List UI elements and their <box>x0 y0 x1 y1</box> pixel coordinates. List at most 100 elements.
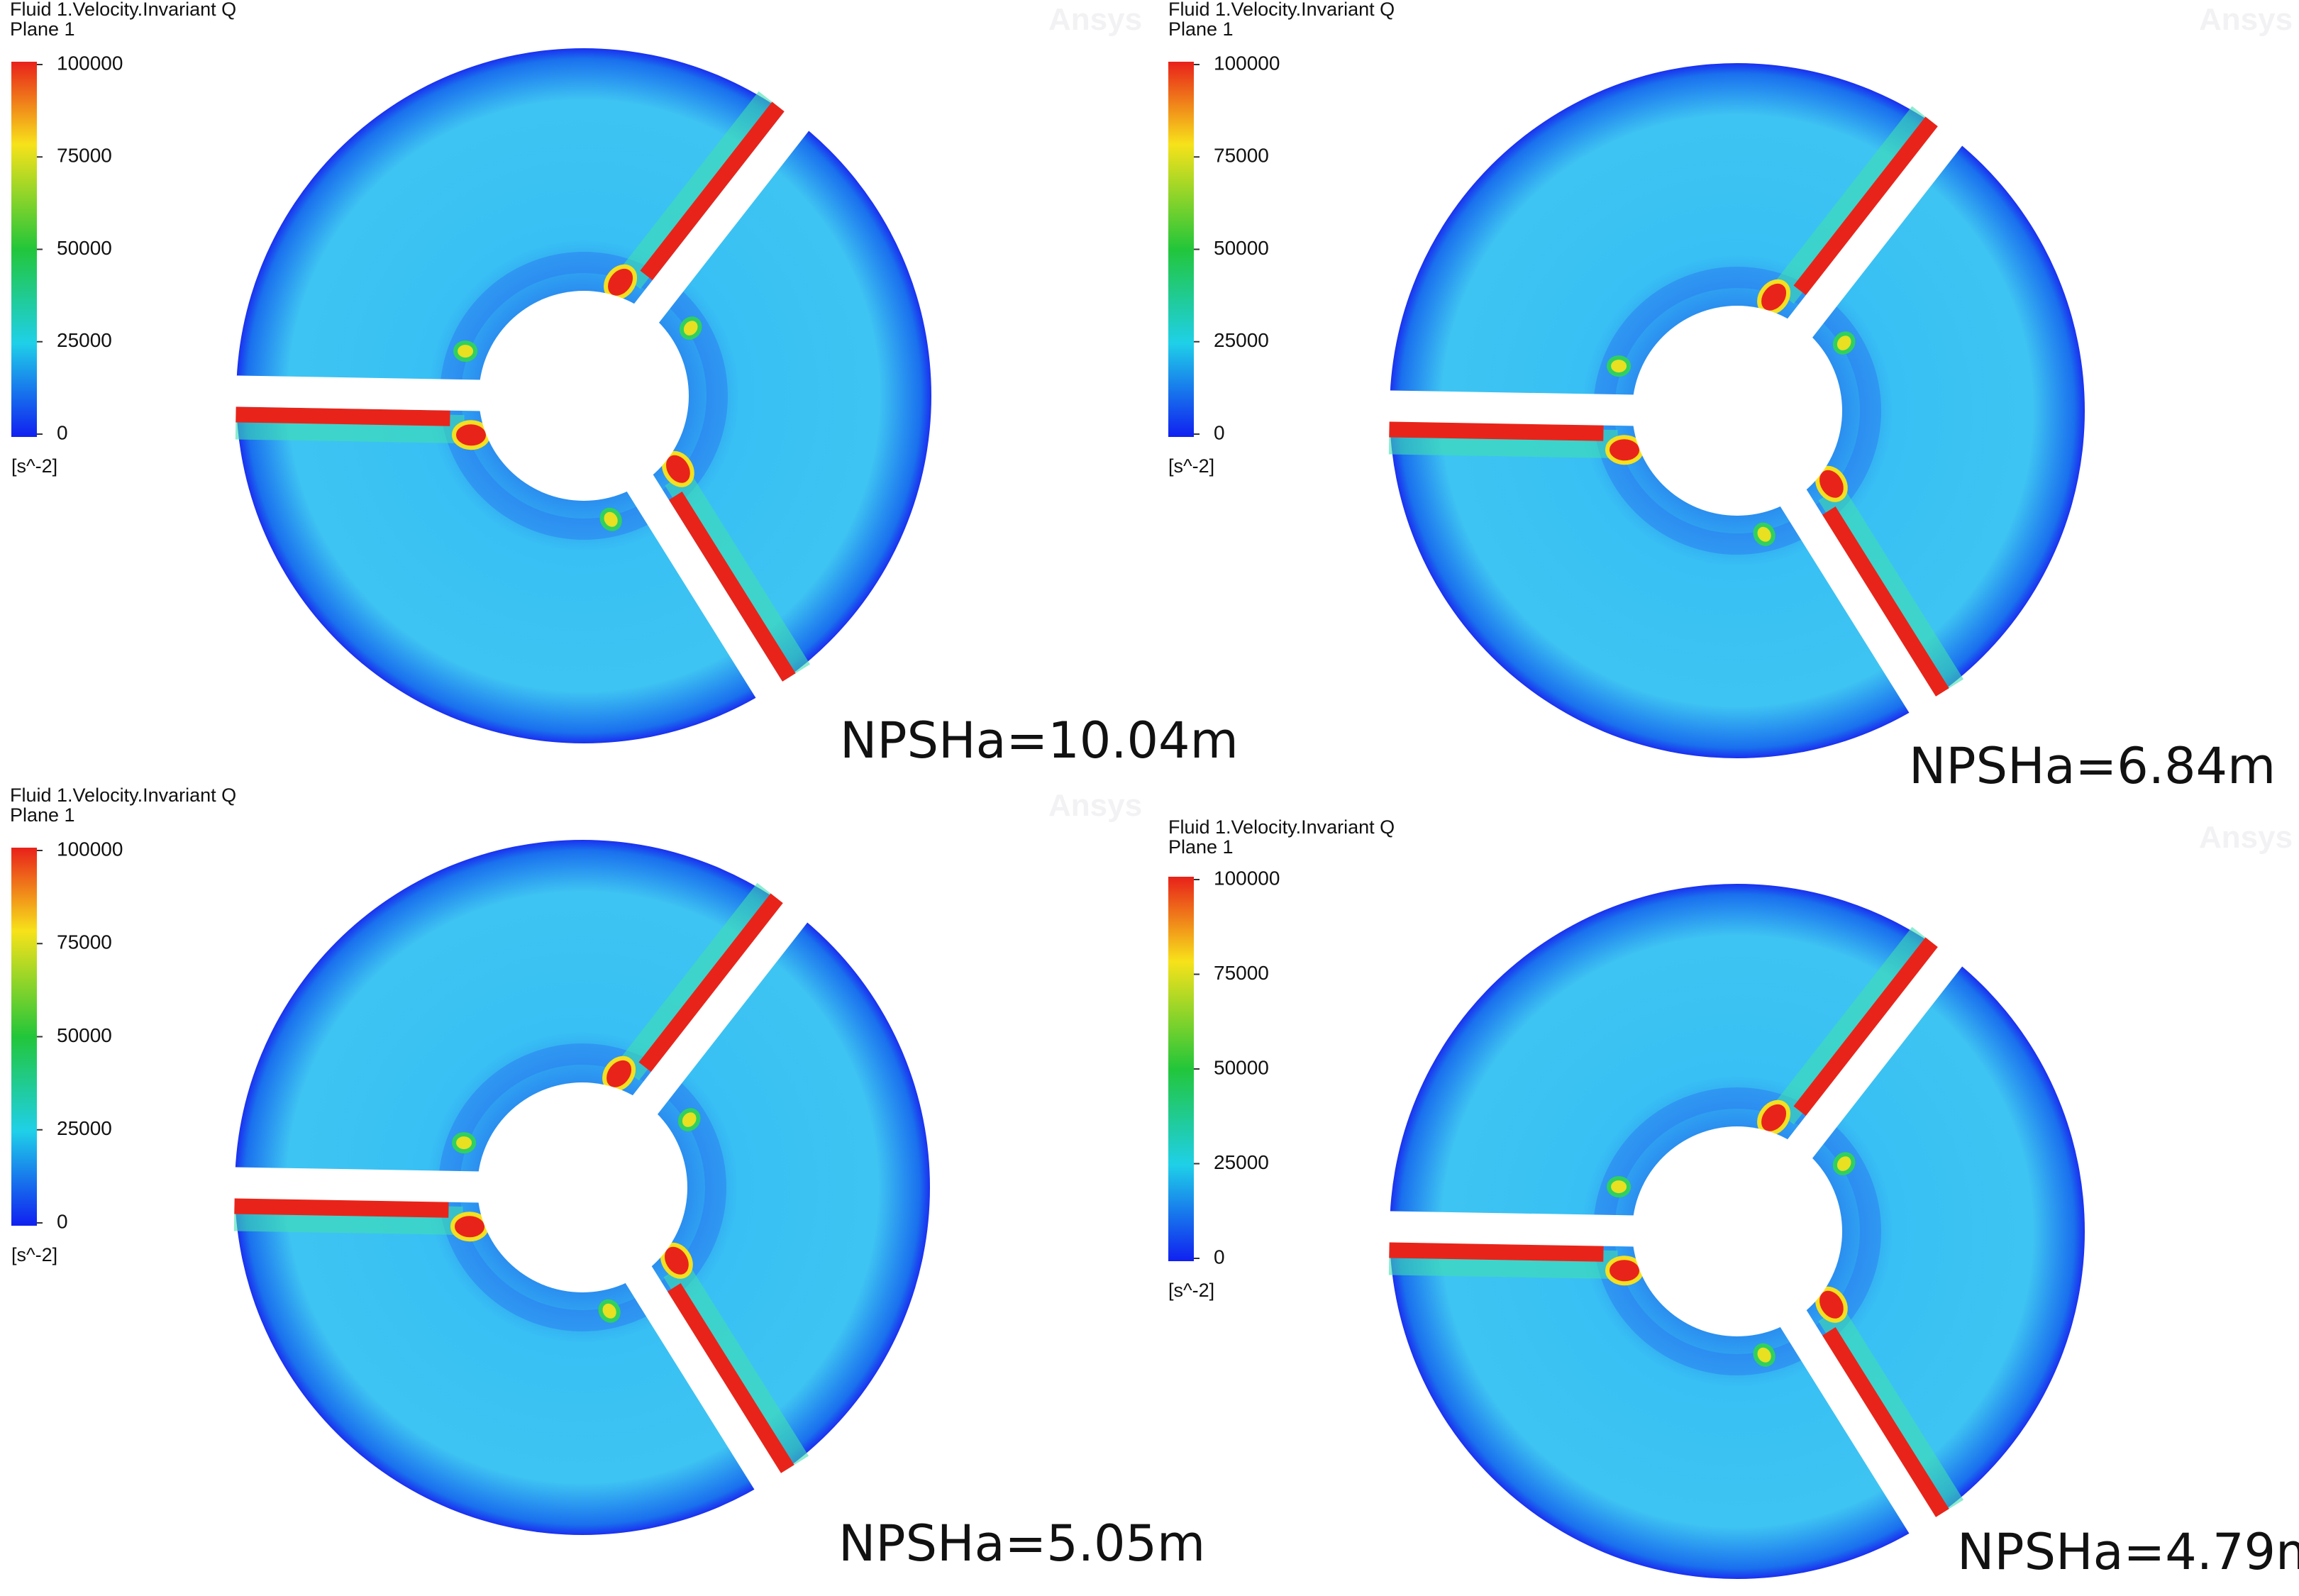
colorbar-unit: [s^-2] <box>1168 455 1214 477</box>
blade-red-streak <box>1793 116 1941 298</box>
watermark: Ansys <box>1048 788 1142 823</box>
panel-title: Fluid 1.Velocity.Invariant Q <box>10 785 236 806</box>
blade-red-streak <box>660 1283 794 1478</box>
colorbar-tick-label: 0 <box>1214 421 1225 443</box>
colorbar-tick-label: 50000 <box>1214 1056 1269 1078</box>
blade-gap <box>626 89 827 333</box>
vortex-spot <box>1753 1343 1776 1367</box>
blade-gap <box>1779 104 1981 348</box>
blade-green-zone <box>616 882 780 1081</box>
colorbar-tick-label: 50000 <box>1214 237 1269 259</box>
colorbar-tick-label: 100000 <box>57 52 123 74</box>
colorbar-tick-label: 0 <box>1214 1246 1225 1268</box>
vortex-spot <box>453 340 478 362</box>
blade-gap <box>1361 1210 1647 1247</box>
blade <box>1753 465 1964 738</box>
blade-gap <box>1779 924 1981 1169</box>
blade <box>1757 924 1981 1175</box>
blade-gap <box>624 880 826 1125</box>
vortex-spot <box>1607 355 1632 377</box>
vortex-spot <box>1605 435 1644 465</box>
panel-subtitle: Plane 1 <box>1168 836 1234 858</box>
panel-title: Fluid 1.Velocity.Invariant Q <box>1168 816 1395 838</box>
blade-gap <box>1773 1299 1951 1558</box>
colorbar-tick-label: 75000 <box>1214 145 1269 167</box>
vortex-spot <box>677 1108 701 1131</box>
hub <box>1632 306 1842 516</box>
colorbar-unit: [s^-2] <box>11 1244 57 1265</box>
panel-subtitle: Plane 1 <box>1168 18 1234 40</box>
npsha-label: NPSHa=6.84m <box>1909 737 2276 795</box>
colorbar-tick-label: 75000 <box>1214 962 1269 984</box>
npsha-label: NPSHa=10.04m <box>840 711 1239 770</box>
blade-red-streak <box>236 406 450 426</box>
blade-green-zone <box>618 91 782 289</box>
blade-gap <box>618 1255 797 1514</box>
colorbar-tick-label: 75000 <box>57 931 112 953</box>
blade-gap <box>206 1166 492 1203</box>
panel-subtitle: Plane 1 <box>10 18 75 40</box>
blade-red-streak <box>640 101 785 281</box>
colorbar-tick-label: 25000 <box>1214 1151 1269 1173</box>
watermark: Ansys <box>2199 2 2293 37</box>
colorbar-tick-label: 100000 <box>1214 867 1280 889</box>
colorbar <box>11 62 37 437</box>
blade <box>1361 1176 1647 1286</box>
colorbar <box>1168 877 1194 1261</box>
colorbar-tick-label: 100000 <box>57 838 123 860</box>
vortex-spot <box>1607 1176 1632 1198</box>
vortex-spot <box>599 507 622 531</box>
colorbar-unit: [s^-2] <box>11 455 57 477</box>
colorbar-unit: [s^-2] <box>1168 1280 1214 1301</box>
colorbar-tick-label: 75000 <box>57 145 112 167</box>
vortex-spot <box>1832 1152 1856 1175</box>
colorbar-tick-label: 100000 <box>1214 52 1280 74</box>
vortex-spot <box>1753 522 1776 546</box>
panel-subtitle: Plane 1 <box>10 804 75 826</box>
colorbar <box>1168 62 1194 437</box>
blade-gap <box>619 463 798 723</box>
blade <box>599 450 811 723</box>
vortex-spot <box>598 1299 621 1323</box>
vortex-spot <box>1832 331 1856 355</box>
panel-title: Fluid 1.Velocity.Invariant Q <box>1168 0 1395 20</box>
colorbar-tick-label: 25000 <box>1214 329 1269 351</box>
blade <box>207 340 494 450</box>
blade <box>602 880 826 1131</box>
blade <box>604 89 827 340</box>
vortex-spot <box>450 1212 489 1242</box>
blade-green-zone <box>1771 926 1935 1125</box>
colorbar-tick-label: 0 <box>57 1210 68 1232</box>
blade-green-zone <box>1771 106 1935 304</box>
colorbar-tick-label: 25000 <box>57 1117 112 1139</box>
colorbar-tick-label: 25000 <box>57 329 112 351</box>
vortex-spot <box>1605 1256 1644 1286</box>
blade <box>206 1132 492 1242</box>
colorbar-tick-label: 0 <box>57 421 68 443</box>
vortex-spot <box>452 1132 477 1154</box>
blade <box>1361 355 1647 465</box>
colorbar <box>11 848 37 1226</box>
vortex-spot <box>679 316 702 340</box>
watermark: Ansys <box>1048 2 1142 37</box>
npsha-label: NPSHa=5.05m <box>838 1514 1205 1573</box>
vortex-spot <box>452 420 491 450</box>
blade-gap <box>1361 389 1647 426</box>
blade-red-streak <box>638 893 790 1077</box>
npsha-label: NPSHa=4.79m <box>1957 1523 2299 1581</box>
blade <box>1757 104 1981 355</box>
panel-title: Fluid 1.Velocity.Invariant Q <box>10 0 236 20</box>
watermark: Ansys <box>2199 820 2293 855</box>
colorbar-tick-label: 50000 <box>57 1024 112 1046</box>
blade <box>598 1242 809 1514</box>
blade-gap <box>1773 478 1951 738</box>
hub <box>477 1082 687 1292</box>
blade-gap <box>207 375 494 411</box>
colorbar-tick-label: 50000 <box>57 237 112 259</box>
hub <box>1632 1126 1842 1336</box>
